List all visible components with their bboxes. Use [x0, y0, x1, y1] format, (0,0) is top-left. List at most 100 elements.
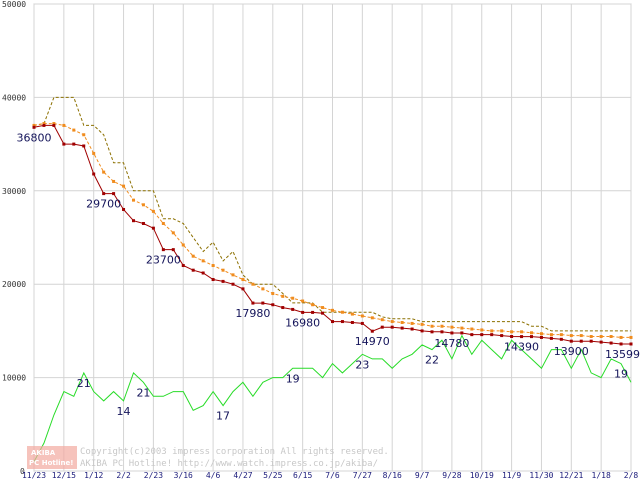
series-min-point — [629, 342, 633, 346]
series-min-point — [510, 335, 514, 339]
series-min-point — [191, 268, 195, 272]
price-label: 14780 — [434, 337, 469, 350]
series-min-point — [579, 339, 583, 343]
x-tick-label: 12/15 — [52, 471, 76, 480]
series-min-point — [450, 331, 454, 335]
series-min-point — [251, 301, 255, 305]
series-min-point — [32, 125, 36, 129]
logo-box — [27, 446, 77, 469]
y-tick-label: 50000 — [2, 0, 26, 9]
series-average-point — [221, 268, 225, 272]
series-average-point — [191, 254, 195, 258]
x-tick-label: 2/8 — [624, 471, 639, 480]
series-min-point — [271, 303, 275, 307]
price-label: 17980 — [235, 307, 270, 320]
series-average-point — [281, 294, 285, 298]
series-average-point — [619, 335, 623, 339]
series-average-point — [549, 333, 553, 337]
series-average-point — [261, 287, 265, 291]
series-average-point — [370, 316, 374, 320]
x-tick-label: 4/6 — [206, 471, 221, 480]
shop-count-label: 19 — [614, 368, 628, 381]
series-min-point — [42, 123, 46, 127]
series-min-point — [311, 310, 315, 314]
series-average-point — [420, 322, 424, 326]
series-min-point — [430, 330, 434, 334]
series-min-point — [340, 320, 344, 324]
y-axis: 0 10000 20000 30000 40000 50000 — [2, 0, 26, 476]
x-tick-label: 9/28 — [442, 471, 461, 480]
series-min-point — [569, 339, 573, 343]
series-min-point — [161, 248, 165, 252]
series-min-point — [141, 221, 145, 225]
series-average-point — [82, 133, 86, 137]
series-average-point — [520, 330, 524, 334]
series-min-point — [490, 333, 494, 337]
series-average-point — [440, 324, 444, 328]
y-tick-label: 40000 — [2, 93, 26, 102]
series-average-point — [629, 335, 633, 339]
series-average-point — [350, 312, 354, 316]
series-average-point — [132, 198, 135, 202]
series-average-point — [42, 122, 46, 126]
series-shops-line — [33, 334, 632, 462]
series-average-point — [141, 203, 145, 207]
x-tick-label: 11/30 — [529, 471, 553, 480]
series-average-point — [291, 296, 295, 300]
series-max-line — [33, 96, 631, 332]
x-tick-label: 10/19 — [470, 471, 494, 480]
series-average-point — [231, 273, 235, 277]
series-average-point — [450, 325, 454, 329]
series-min-point — [420, 329, 424, 333]
x-tick-label: 11/23 — [22, 471, 46, 480]
series-average-point — [380, 318, 384, 322]
shop-count-label: 17 — [216, 410, 230, 423]
x-tick-label: 12/21 — [559, 471, 583, 480]
x-tick-label: 1/12 — [84, 471, 103, 480]
series-average-point — [112, 179, 116, 183]
x-tick-label: 2/2 — [116, 471, 131, 480]
y-tick-label: 20000 — [2, 280, 26, 289]
series-min-point — [400, 326, 404, 330]
y-tick-label: 30000 — [2, 187, 26, 196]
series-average-point — [400, 320, 404, 324]
series-min-point — [181, 264, 185, 268]
series-average-point — [559, 333, 563, 337]
series-min-point — [92, 172, 96, 176]
series-average-point — [321, 306, 325, 310]
grid — [33, 3, 632, 472]
price-label: 14390 — [504, 341, 539, 354]
x-tick-label: 7/6 — [325, 471, 340, 480]
series-min-point — [609, 341, 613, 345]
series-average-point — [32, 123, 36, 127]
x-tick-label: 5/25 — [263, 471, 282, 480]
series-min-point — [211, 278, 215, 282]
shop-count-label: 14 — [117, 405, 131, 418]
shop-count-label: 22 — [425, 354, 439, 367]
price-label: 14970 — [355, 335, 390, 348]
series-min-point — [112, 192, 116, 196]
price-label: 36800 — [17, 131, 52, 144]
series-min-point — [301, 310, 305, 314]
series-average-point — [62, 123, 66, 127]
price-label: 16980 — [285, 316, 320, 329]
series-min-point — [380, 325, 384, 329]
series-min-point — [102, 192, 106, 196]
series-average-point — [480, 328, 484, 332]
series-average-point — [92, 151, 96, 155]
series-average-point — [181, 243, 185, 247]
shop-count-label: 21 — [136, 386, 150, 399]
series-min-point — [440, 330, 444, 334]
copyright-text: Copyright(c)2003 impress corporation All… — [80, 447, 389, 457]
x-tick-label: 8/16 — [383, 471, 402, 480]
series-min-point — [261, 301, 265, 305]
series-min-point — [559, 337, 563, 341]
series-average-point — [102, 170, 106, 174]
series-min-point — [350, 320, 354, 324]
x-axis: 11/23 12/15 1/12 2/2 2/23 3/16 4/6 4/27 5/25 6/15… — [22, 471, 638, 480]
series-average-point — [171, 231, 175, 235]
series-average-point — [390, 320, 394, 324]
series-average-point — [579, 334, 583, 338]
series-average-point — [609, 335, 613, 339]
